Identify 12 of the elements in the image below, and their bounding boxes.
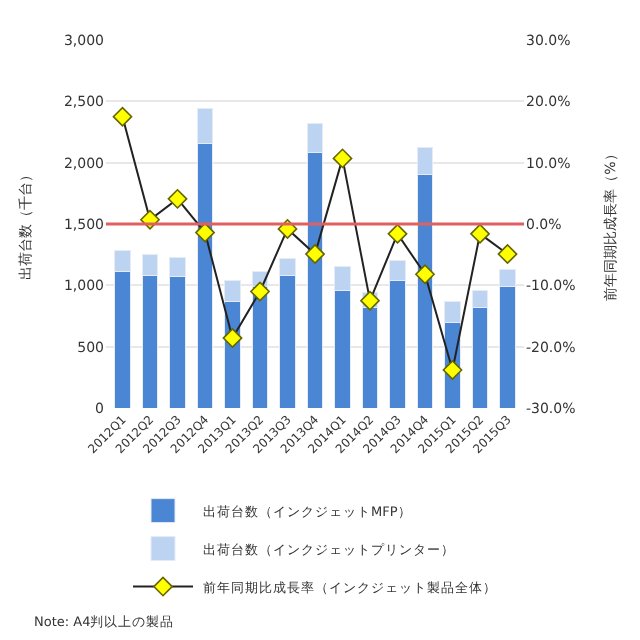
point (415, 264, 435, 285)
point (222, 328, 243, 348)
point (470, 223, 490, 244)
point (442, 360, 463, 380)
point (387, 223, 408, 244)
point (332, 148, 353, 169)
point (305, 244, 325, 264)
point (250, 281, 270, 302)
point (497, 244, 518, 264)
point (167, 188, 188, 209)
point (195, 222, 215, 243)
point (112, 106, 133, 127)
